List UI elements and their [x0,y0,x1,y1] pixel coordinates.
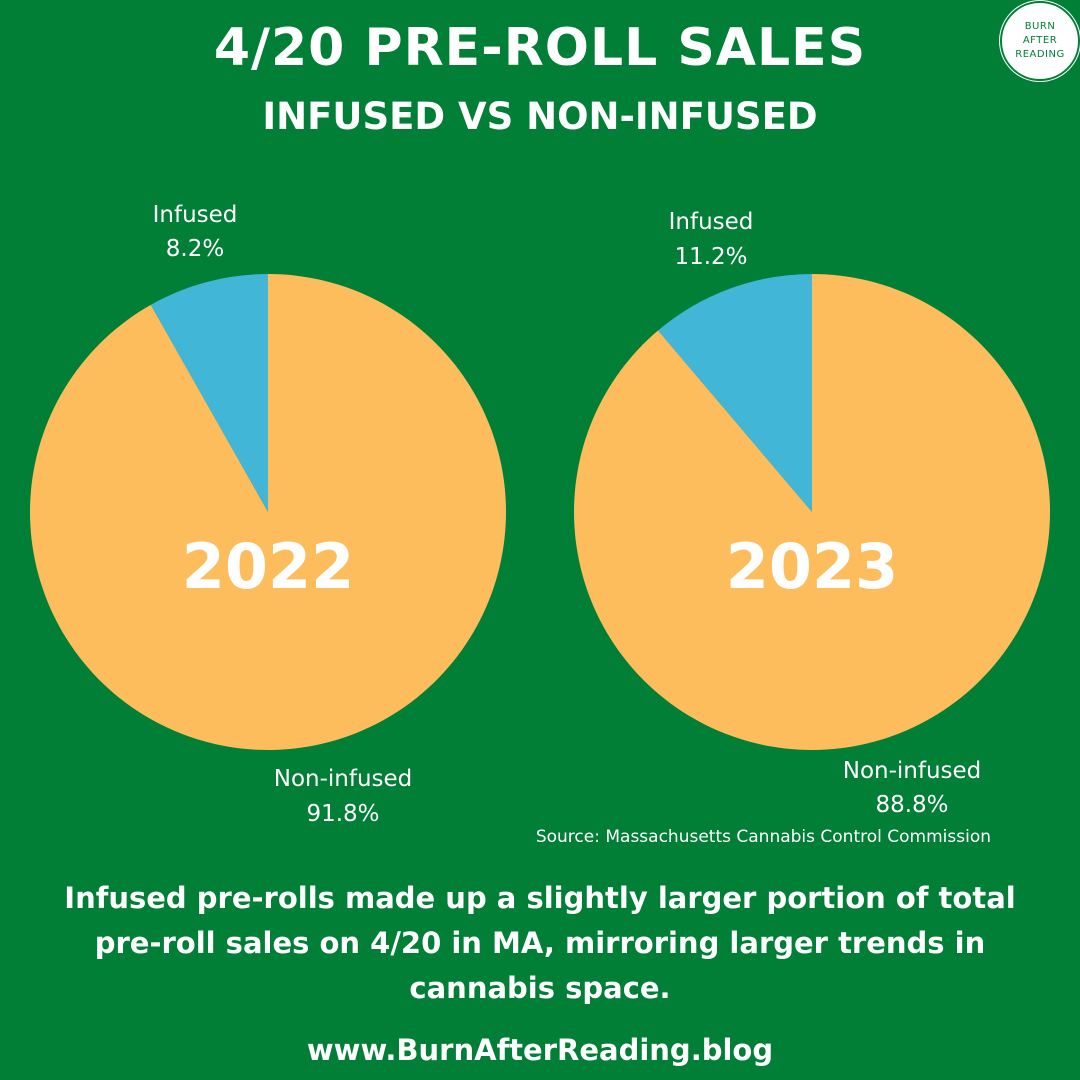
pie-label-non-infused-name-2023: Non-infused [843,758,982,784]
page-title: 4/20 PRE-ROLL SALES [213,18,867,78]
pie-title-2022: 2022 [182,530,355,603]
burn-after-reading-logo[interactable]: BURN AFTER READING [1000,1,1080,81]
pie-slice-non-infused-2023 [574,274,1050,750]
pie-label-non-infused-value-2022: 91.8% [306,801,379,827]
pie-label-non-infused-value-2023: 88.8% [875,792,948,818]
page-subtitle: INFUSED VS NON-INFUSED [262,95,818,138]
source-note: Source: Massachusetts Cannabis Control C… [535,827,991,847]
pie-slice-non-infused-2022 [29,274,506,751]
pie-title-2023: 2023 [726,530,899,603]
logo-line-2: AFTER [1022,35,1058,46]
pie-chart-2022: 2022 Infused 8.2% Non-infused 91.8% [29,202,506,827]
pie-label-infused-name-2023: Infused [669,209,754,235]
pie-label-infused-name-2022: Infused [153,202,238,228]
logo-line-1: BURN [1024,21,1056,32]
pie-chart-2023: 2023 Infused 11.2% Non-infused 88.8% [574,209,1050,818]
pie-slice-infused-2022 [150,274,268,512]
pie-label-non-infused-name-2022: Non-infused [274,766,413,792]
pie-slice-infused-2023 [658,274,812,512]
pie-label-infused-value-2023: 11.2% [674,244,747,270]
caption-text: Infused pre-rolls made up a slightly lar… [64,881,1016,1005]
logo-line-3: READING [1015,49,1065,60]
website-link[interactable]: www.BurnAfterReading.blog [306,1033,774,1067]
pie-label-infused-value-2022: 8.2% [166,236,224,262]
